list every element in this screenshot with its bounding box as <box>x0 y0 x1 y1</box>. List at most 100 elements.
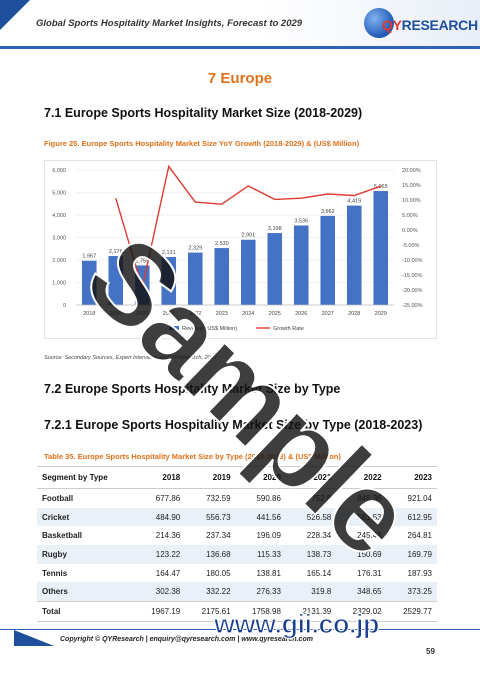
table-cell: 1758.98 <box>235 601 286 622</box>
bar-data-label: 3,536 <box>294 218 308 224</box>
header-divider <box>0 46 480 49</box>
bar <box>187 252 203 305</box>
table-cell: 846.36 <box>357 493 382 503</box>
bar-data-label: 4,419 <box>347 199 361 205</box>
globe-icon <box>364 8 394 38</box>
chart-right-axis: -25.00% -20.00% -15.00% -10.00% -5.00% 0.00% 5… <box>402 168 423 309</box>
column-header-year: 2018 <box>134 466 186 489</box>
report-title: Global Sports Hospitality Market Insight… <box>36 18 303 29</box>
x-axis-tick-label: 2028 <box>348 311 360 317</box>
row-label: Tennis <box>42 568 68 578</box>
right-axis-tick-label: 20.00% <box>402 168 421 174</box>
growth-rate-line <box>115 164 381 288</box>
legend-swatch-revenue <box>169 326 179 330</box>
chart-frame <box>44 160 437 339</box>
right-axis-tick-label: -10.00% <box>402 258 423 264</box>
x-axis-tick-label: 2019 <box>110 311 122 317</box>
left-axis-tick-label: 6,000 <box>52 168 66 174</box>
chart-bar-labels: 1,967 2,176 1,759 2,131 2,329 2,530 2,901 3,198… <box>82 184 387 264</box>
x-axis-tick-label: 2022 <box>189 311 201 317</box>
table-cell: 138.73 <box>285 545 337 564</box>
bar-data-label: 3,198 <box>268 226 282 232</box>
figure-source: Source: Secondary Sources, Expert Interv… <box>44 355 217 361</box>
market-size-table: Segment by Type 2018 2019 2020 2021 2022 2023 … <box>37 466 437 622</box>
left-axis-tick-label: 2,000 <box>52 258 66 264</box>
x-axis-tick-label: 2020 <box>136 311 148 317</box>
table-cell: 612.95 <box>386 507 437 527</box>
bar <box>240 239 256 305</box>
column-header-year: 2019 <box>185 466 236 489</box>
left-axis-tick-label: 5,000 <box>52 191 66 197</box>
table-row: Rugby 123.22 136.68 115.33 138.73 150.69 169.7… <box>37 545 437 564</box>
bar <box>293 225 309 305</box>
figure-caption: Figure 25. Europe Sports Hospitality Mar… <box>44 139 360 148</box>
legend-label-revenue: Revenue (US$ Million) <box>182 326 237 332</box>
gii-watermark: www.gii.co.jp <box>213 608 380 639</box>
x-axis-tick-label: 2023 <box>216 311 228 317</box>
bar-data-label: 1,967 <box>82 254 96 260</box>
page-number: 59 <box>426 647 435 656</box>
bar <box>81 260 97 305</box>
table-cell: 677.86 <box>155 493 181 503</box>
row-label: Total <box>37 601 135 622</box>
column-header-segment: Segment by Type <box>37 466 135 489</box>
bar-data-label: 2,329 <box>188 246 202 252</box>
table-cell: 150.69 <box>336 545 387 564</box>
table-cell: 115.33 <box>235 545 286 564</box>
table-cell: 276.33 <box>235 582 286 602</box>
bar <box>373 191 389 305</box>
bar-data-label: 2,901 <box>241 233 255 239</box>
table-row: Tennis 164.47 180.05 138.81 165.14 176.31 187.… <box>37 564 437 583</box>
x-axis-tick-label: 2029 <box>375 311 387 317</box>
left-axis-tick-label: 1,000 <box>52 281 66 287</box>
table-cell: 752.8 <box>311 493 332 503</box>
table-caption: Table 35. Europe Sports Hospitality Mark… <box>44 452 341 461</box>
table-row: Others 302.38 332.22 276.33 319.8 348.65 373.2… <box>37 582 437 602</box>
chart-growth-line <box>115 164 381 288</box>
table-cell: 136.68 <box>185 545 236 564</box>
right-axis-tick-label: -20.00% <box>402 288 423 294</box>
table-cell: 180.05 <box>206 568 231 578</box>
footer-divider <box>0 629 480 630</box>
logo-text-q: QY <box>382 17 402 33</box>
table-cell: 187.93 <box>407 568 432 578</box>
page-header: Global Sports Hospitality Market Insight… <box>0 0 480 50</box>
bar-data-label: 2,131 <box>162 250 176 256</box>
table-cell: 332.22 <box>185 582 236 602</box>
chart-left-axis: 0 1,000 2,000 3,000 4,000 5,000 6,000 <box>52 168 66 309</box>
right-axis-tick-label: -25.00% <box>402 303 423 309</box>
column-header-year: 2023 <box>386 466 437 489</box>
table-row: Cricket 484.90 556.73 441.56 526.58 561.53 612… <box>37 507 437 527</box>
right-axis-tick-label: 0.00% <box>402 228 418 234</box>
row-label: Others <box>37 582 135 602</box>
table-cell: 214.36 <box>155 531 181 541</box>
heading-7-2-1: 7.2.1 Europe Sports Hospitality Market S… <box>44 418 423 432</box>
column-header-year: 2022 <box>336 466 387 489</box>
table-cell: 319.8 <box>285 582 337 602</box>
table-cell: 561.53 <box>336 507 387 527</box>
row-label: Football <box>42 493 74 503</box>
x-axis-tick-label: 2024 <box>242 311 254 317</box>
x-axis-tick-label: 2026 <box>295 311 307 317</box>
table-cell: 590.86 <box>256 493 281 503</box>
row-label: Basketball <box>42 531 83 541</box>
left-axis-tick-label: 3,000 <box>52 236 66 242</box>
right-axis-tick-label: 10.00% <box>402 198 421 204</box>
legend-label-growth: Growth Rate <box>273 326 304 332</box>
table-cell: 732.59 <box>206 493 231 503</box>
table-cell: 2329.02 <box>336 601 387 622</box>
table-cell: 348.65 <box>336 582 387 602</box>
row-label: Rugby <box>37 545 135 564</box>
x-axis-tick-label: 2025 <box>269 311 281 317</box>
bar-data-label: 1,759 <box>135 258 149 264</box>
bar-data-label: 2,176 <box>109 249 123 255</box>
bar-data-label: 5,065 <box>374 184 388 190</box>
bar <box>267 233 283 305</box>
table-cell: 165.14 <box>306 568 332 578</box>
footer-copyright: Copyright © QYResearch | enquiry@qyresea… <box>60 636 313 643</box>
left-axis-tick-label: 0 <box>63 303 66 309</box>
bar <box>214 248 230 305</box>
table-cell: 138.81 <box>256 568 281 578</box>
table-cell: 556.73 <box>185 507 236 527</box>
table-cell: 441.56 <box>235 507 286 527</box>
